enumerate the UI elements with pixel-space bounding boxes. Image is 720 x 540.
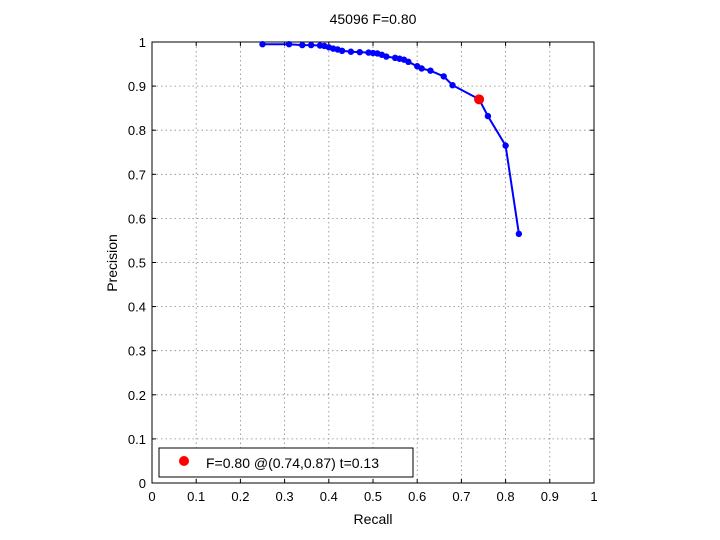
y-tick-label: 0.9	[128, 79, 146, 94]
y-tick-label: 0.4	[128, 300, 146, 315]
data-point	[515, 230, 523, 238]
x-tick-label: 0	[148, 489, 155, 504]
y-tick-label: 0.7	[128, 167, 146, 182]
data-point	[338, 47, 346, 55]
x-tick-label: 0.8	[497, 489, 515, 504]
legend-box	[158, 447, 414, 478]
best-f-point	[474, 94, 485, 105]
x-tick-label: 0.1	[187, 489, 205, 504]
data-point	[405, 58, 412, 66]
x-tick-label: 0.2	[231, 489, 249, 504]
data-point	[440, 73, 447, 80]
chart-title: 45096 F=0.80	[330, 11, 417, 27]
precision-recall-line	[262, 43, 520, 234]
y-tick-label: 0.5	[128, 256, 146, 271]
grid	[152, 42, 594, 483]
y-tick-label: 0	[139, 476, 146, 491]
y-axis-label: Precision	[104, 234, 120, 292]
y-tick-label: 0.2	[128, 388, 146, 403]
legend: F=0.80 @(0.74,0.87) t=0.13	[158, 447, 414, 478]
data-point	[427, 67, 434, 74]
x-tick-label: 0.4	[320, 489, 338, 504]
data-point	[449, 82, 456, 89]
data-point	[299, 41, 306, 49]
x-tick-label: 0.6	[408, 489, 426, 504]
y-axis-ticks: 0 0.1 0.2 0.3 0.4 0.5 0.6 0.7 0.8 0.9 1	[128, 35, 594, 491]
legend-entry: F=0.80 @(0.74,0.87) t=0.13	[206, 455, 379, 471]
x-tick-label: 0.5	[364, 489, 382, 504]
y-tick-label: 0.8	[128, 123, 146, 138]
x-axis-ticks: 0 0.1 0.2 0.3 0.4 0.5 0.6 0.7 0.8 0.9 1	[148, 42, 598, 504]
y-tick-label: 0.1	[128, 432, 146, 447]
x-tick-label: 0.7	[452, 489, 470, 504]
x-tick-label: 0.9	[541, 489, 559, 504]
data-point	[418, 65, 425, 72]
precision-recall-points	[259, 41, 523, 238]
x-tick-label: 0.3	[276, 489, 294, 504]
y-tick-label: 1	[139, 35, 146, 50]
data-point	[383, 53, 390, 60]
data-point	[307, 41, 315, 49]
x-tick-label: 1	[590, 489, 597, 504]
y-tick-label: 0.3	[128, 344, 146, 359]
legend-marker	[179, 456, 189, 466]
y-tick-label: 0.6	[128, 211, 146, 226]
data-point	[502, 142, 509, 149]
data-point	[356, 48, 363, 56]
data-point	[259, 41, 266, 48]
data-point	[484, 112, 492, 120]
x-axis-label: Recall	[354, 511, 393, 527]
data-point	[347, 48, 355, 55]
data-point	[285, 41, 293, 48]
